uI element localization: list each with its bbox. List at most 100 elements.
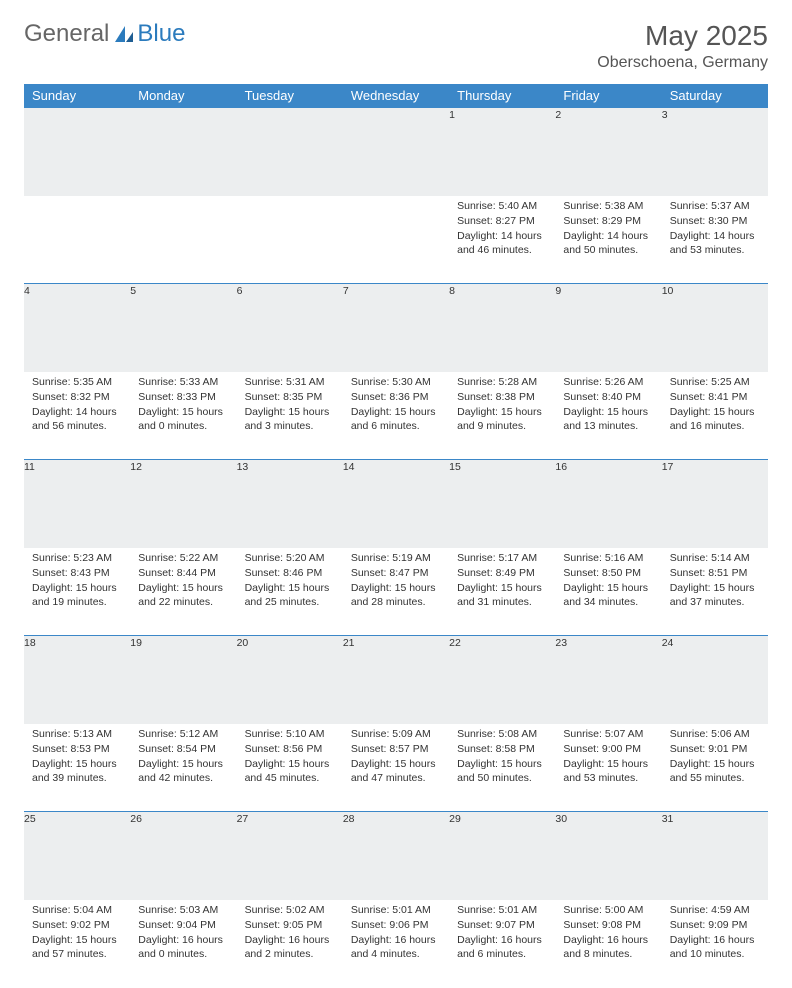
day-cell [130,196,236,284]
day-cell: Sunrise: 5:35 AMSunset: 8:32 PMDaylight:… [24,372,130,460]
day-number [343,108,449,196]
day-cell: Sunrise: 5:17 AMSunset: 8:49 PMDaylight:… [449,548,555,636]
day-number: 9 [555,284,661,372]
day-cell: Sunrise: 5:00 AMSunset: 9:08 PMDaylight:… [555,900,661,988]
sunrise-text: Sunrise: 5:16 AM [563,551,653,565]
sunrise-text: Sunrise: 5:28 AM [457,375,547,389]
day-cell [343,196,449,284]
calendar-table: Sunday Monday Tuesday Wednesday Thursday… [24,84,768,988]
day-number: 7 [343,284,449,372]
sunrise-text: Sunrise: 5:04 AM [32,903,122,917]
sunset-text: Sunset: 8:49 PM [457,566,547,580]
daylight-text: Daylight: 14 hours and 56 minutes. [32,405,122,433]
weekday-header: Friday [555,84,661,108]
sunset-text: Sunset: 9:00 PM [563,742,653,756]
sunrise-text: Sunrise: 5:07 AM [563,727,653,741]
sunset-text: Sunset: 8:44 PM [138,566,228,580]
day-cell: Sunrise: 4:59 AMSunset: 9:09 PMDaylight:… [662,900,768,988]
daylight-text: Daylight: 15 hours and 28 minutes. [351,581,441,609]
day-cell: Sunrise: 5:37 AMSunset: 8:30 PMDaylight:… [662,196,768,284]
sunrise-text: Sunrise: 5:37 AM [670,199,760,213]
month-title: May 2025 [597,20,768,52]
day-number: 22 [449,636,555,724]
day-cell [237,196,343,284]
daylight-text: Daylight: 15 hours and 42 minutes. [138,757,228,785]
day-number: 27 [237,812,343,900]
day-number: 31 [662,812,768,900]
sunrise-text: Sunrise: 5:09 AM [351,727,441,741]
sunset-text: Sunset: 8:54 PM [138,742,228,756]
sunrise-text: Sunrise: 5:30 AM [351,375,441,389]
sunrise-text: Sunrise: 5:10 AM [245,727,335,741]
sunrise-text: Sunrise: 5:33 AM [138,375,228,389]
daylight-text: Daylight: 15 hours and 16 minutes. [670,405,760,433]
logo: General Blue [24,20,185,48]
daylight-text: Daylight: 15 hours and 25 minutes. [245,581,335,609]
day-number: 24 [662,636,768,724]
day-cell: Sunrise: 5:19 AMSunset: 8:47 PMDaylight:… [343,548,449,636]
sunrise-text: Sunrise: 5:13 AM [32,727,122,741]
sunrise-text: Sunrise: 5:19 AM [351,551,441,565]
sunset-text: Sunset: 9:05 PM [245,918,335,932]
sunset-text: Sunset: 8:58 PM [457,742,547,756]
daylight-text: Daylight: 16 hours and 4 minutes. [351,933,441,961]
day-cell: Sunrise: 5:25 AMSunset: 8:41 PMDaylight:… [662,372,768,460]
day-number: 28 [343,812,449,900]
day-number-row: 45678910 [24,284,768,372]
daylight-text: Daylight: 14 hours and 53 minutes. [670,229,760,257]
day-number: 8 [449,284,555,372]
sunrise-text: Sunrise: 5:00 AM [563,903,653,917]
sunset-text: Sunset: 8:47 PM [351,566,441,580]
daylight-text: Daylight: 16 hours and 10 minutes. [670,933,760,961]
daylight-text: Daylight: 15 hours and 45 minutes. [245,757,335,785]
day-number: 20 [237,636,343,724]
sunset-text: Sunset: 8:41 PM [670,390,760,404]
day-number-row: 25262728293031 [24,812,768,900]
daylight-text: Daylight: 15 hours and 55 minutes. [670,757,760,785]
weekday-header: Thursday [449,84,555,108]
weekday-header: Sunday [24,84,130,108]
day-cell: Sunrise: 5:09 AMSunset: 8:57 PMDaylight:… [343,724,449,812]
sunrise-text: Sunrise: 5:38 AM [563,199,653,213]
daylight-text: Daylight: 15 hours and 9 minutes. [457,405,547,433]
day-cell: Sunrise: 5:23 AMSunset: 8:43 PMDaylight:… [24,548,130,636]
sunset-text: Sunset: 8:50 PM [563,566,653,580]
sunset-text: Sunset: 8:27 PM [457,214,547,228]
sunset-text: Sunset: 8:33 PM [138,390,228,404]
daylight-text: Daylight: 15 hours and 31 minutes. [457,581,547,609]
day-cell: Sunrise: 5:40 AMSunset: 8:27 PMDaylight:… [449,196,555,284]
day-number: 23 [555,636,661,724]
sunrise-text: Sunrise: 5:06 AM [670,727,760,741]
daylight-text: Daylight: 15 hours and 0 minutes. [138,405,228,433]
day-number-row: 123 [24,108,768,196]
weekday-header: Wednesday [343,84,449,108]
day-cell: Sunrise: 5:16 AMSunset: 8:50 PMDaylight:… [555,548,661,636]
day-cell: Sunrise: 5:07 AMSunset: 9:00 PMDaylight:… [555,724,661,812]
daylight-text: Daylight: 15 hours and 34 minutes. [563,581,653,609]
weekday-header: Monday [130,84,236,108]
header: General Blue May 2025 Oberschoena, Germa… [24,20,768,72]
sunset-text: Sunset: 8:30 PM [670,214,760,228]
daylight-text: Daylight: 16 hours and 6 minutes. [457,933,547,961]
weekday-header-row: Sunday Monday Tuesday Wednesday Thursday… [24,84,768,108]
sunrise-text: Sunrise: 5:14 AM [670,551,760,565]
day-cell: Sunrise: 5:30 AMSunset: 8:36 PMDaylight:… [343,372,449,460]
day-cell: Sunrise: 5:04 AMSunset: 9:02 PMDaylight:… [24,900,130,988]
daylight-text: Daylight: 15 hours and 6 minutes. [351,405,441,433]
day-number: 30 [555,812,661,900]
day-number-row: 18192021222324 [24,636,768,724]
daylight-text: Daylight: 14 hours and 50 minutes. [563,229,653,257]
day-cell: Sunrise: 5:31 AMSunset: 8:35 PMDaylight:… [237,372,343,460]
sunset-text: Sunset: 8:40 PM [563,390,653,404]
day-cell: Sunrise: 5:06 AMSunset: 9:01 PMDaylight:… [662,724,768,812]
day-number: 3 [662,108,768,196]
day-number: 17 [662,460,768,548]
sunrise-text: Sunrise: 5:12 AM [138,727,228,741]
daylight-text: Daylight: 15 hours and 13 minutes. [563,405,653,433]
sunset-text: Sunset: 9:08 PM [563,918,653,932]
sunset-text: Sunset: 9:01 PM [670,742,760,756]
logo-sail-icon [113,24,135,44]
day-cell: Sunrise: 5:22 AMSunset: 8:44 PMDaylight:… [130,548,236,636]
sunrise-text: Sunrise: 4:59 AM [670,903,760,917]
daylight-text: Daylight: 15 hours and 19 minutes. [32,581,122,609]
